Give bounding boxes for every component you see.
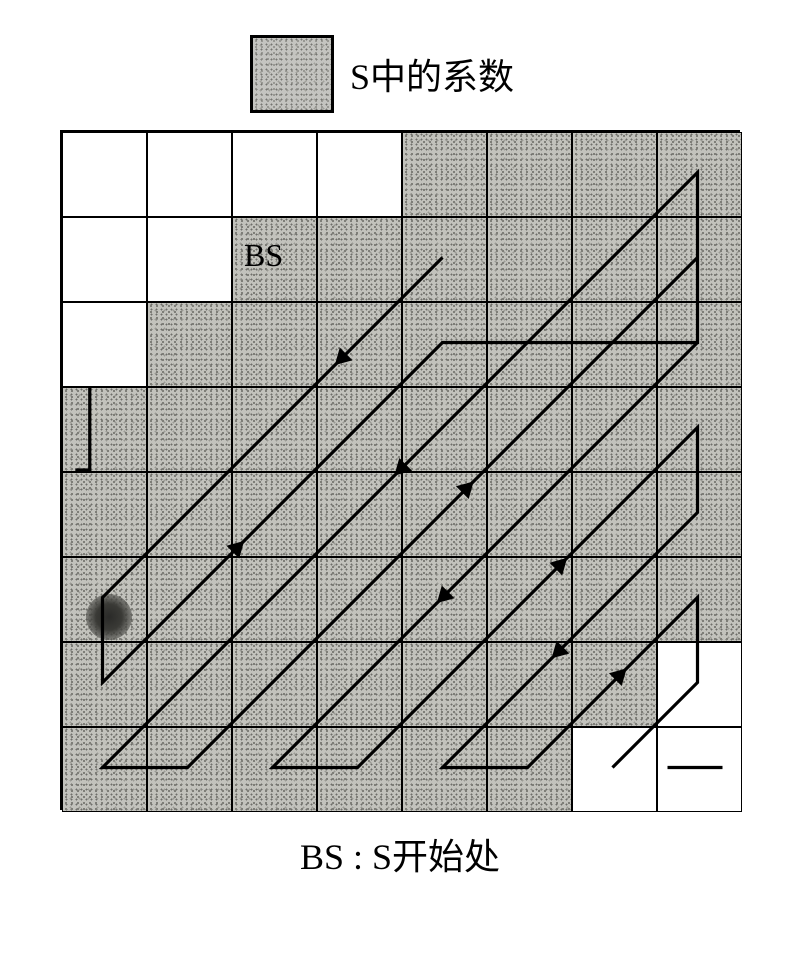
grid-cell: [317, 217, 402, 302]
grid-cell: [657, 557, 742, 642]
grid-cell: [232, 727, 317, 812]
grid-cell: [402, 217, 487, 302]
legend-swatch: [250, 35, 334, 113]
grid-cell: [402, 302, 487, 387]
grid-cell: [147, 472, 232, 557]
grid-cell: [572, 727, 657, 812]
grid-cell: [487, 472, 572, 557]
grid-cell: [487, 132, 572, 217]
grid-cell: [62, 387, 147, 472]
grid-cell: [317, 557, 402, 642]
grid-cell: [402, 132, 487, 217]
grid-cell: [232, 472, 317, 557]
grid-cell: [402, 557, 487, 642]
grid-cell: [487, 727, 572, 812]
grid-cell: [317, 302, 402, 387]
grid-cell: [147, 642, 232, 727]
grid-cell: [232, 132, 317, 217]
grid-cell: [62, 132, 147, 217]
grid-cell: [572, 557, 657, 642]
grid-cell: [657, 132, 742, 217]
grid-cell: [317, 472, 402, 557]
grid-cell: [147, 557, 232, 642]
grid-cell: [487, 557, 572, 642]
grid-cell: [572, 387, 657, 472]
bs-label: BS: [244, 237, 283, 274]
grid-cell: [232, 557, 317, 642]
grid-cell: [62, 557, 147, 642]
grid-cell: [317, 387, 402, 472]
legend: S中的系数: [250, 35, 514, 113]
grid-cell: [62, 642, 147, 727]
grid-cell: [62, 727, 147, 812]
coefficient-grid: BS: [60, 130, 740, 810]
grid-cell: [487, 387, 572, 472]
grid-cell: [572, 642, 657, 727]
grid-cell: [657, 387, 742, 472]
grid-cell: [147, 302, 232, 387]
legend-label: S中的系数: [350, 48, 514, 100]
grid-cell: [62, 217, 147, 302]
grid-cell: [657, 472, 742, 557]
grid-cell: [572, 472, 657, 557]
grid-cell: [317, 132, 402, 217]
grid-cell: [402, 642, 487, 727]
grid-cell: [62, 472, 147, 557]
grid-cell: [657, 642, 742, 727]
grid-cell: [232, 302, 317, 387]
grid-cell: [147, 727, 232, 812]
grid-cell: [232, 387, 317, 472]
grid-cell: [572, 132, 657, 217]
grid-cell: [402, 727, 487, 812]
grid-cell: [487, 217, 572, 302]
grid-wrap: BS: [60, 130, 740, 810]
grid-cell: [487, 302, 572, 387]
caption: BS : S开始处: [0, 828, 800, 880]
grid-cell: [147, 217, 232, 302]
grid-cell: [657, 302, 742, 387]
grid-cell: [487, 642, 572, 727]
grid-cell: [317, 727, 402, 812]
grid-cell: [572, 302, 657, 387]
grid-cell: [402, 387, 487, 472]
grid-cell: [232, 642, 317, 727]
grid-cell: [62, 302, 147, 387]
grid-cell: [572, 217, 657, 302]
grid-cell: [147, 387, 232, 472]
grid-cell: [147, 132, 232, 217]
grid-cell: [317, 642, 402, 727]
grid-cell: [402, 472, 487, 557]
grid-cell: [657, 217, 742, 302]
grid-cell: [657, 727, 742, 812]
page-root: S中的系数 BS BS : S开始处: [0, 0, 800, 956]
